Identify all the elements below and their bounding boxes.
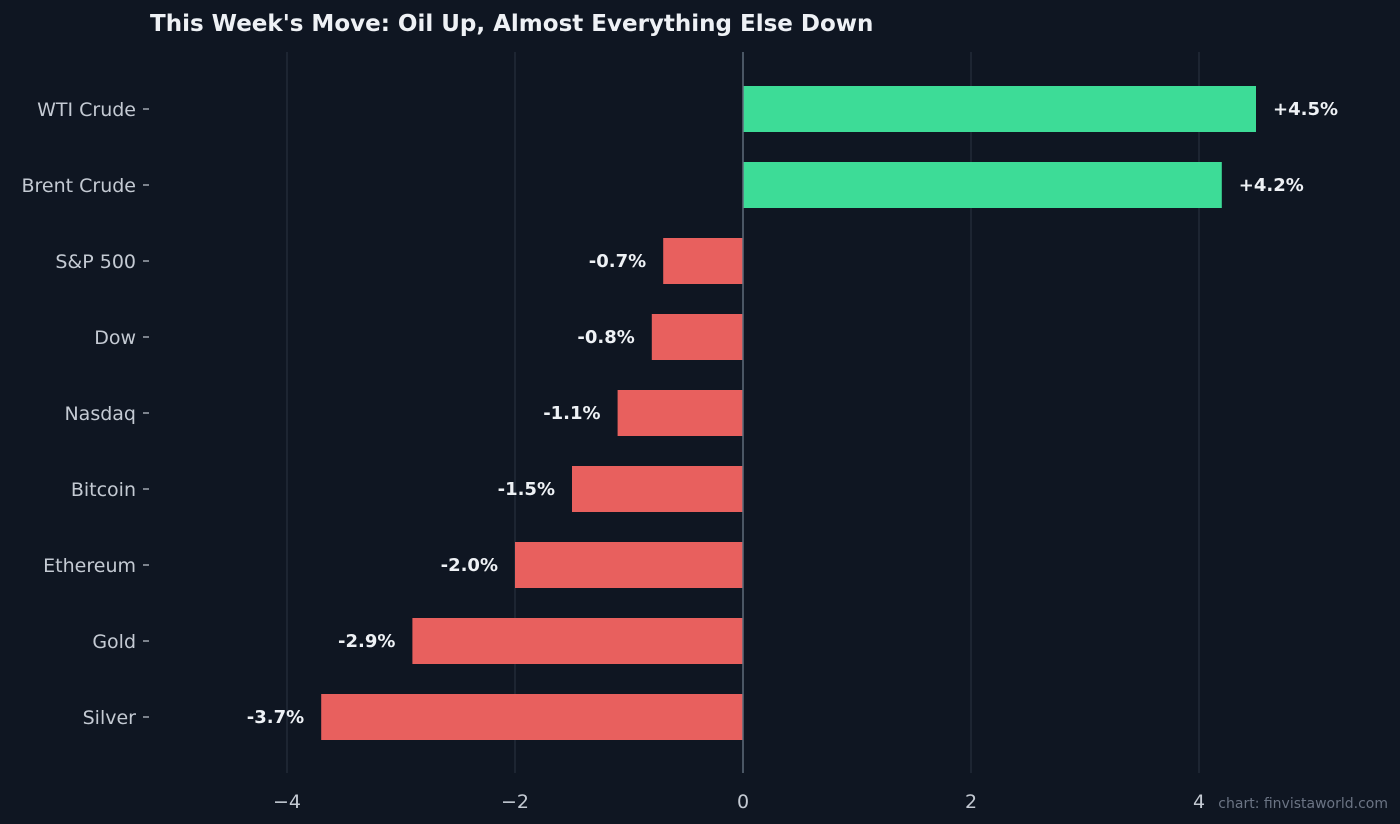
- x-tick-label: −4: [273, 791, 301, 813]
- bar-value-label: -2.0%: [441, 555, 498, 576]
- bar: [412, 618, 743, 664]
- bar-value-label: -2.9%: [338, 631, 395, 652]
- bar-value-label: -1.1%: [543, 403, 600, 424]
- category-label: Ethereum: [43, 555, 136, 577]
- bar-value-label: +4.2%: [1239, 175, 1304, 196]
- bar-value-label: +4.5%: [1273, 99, 1338, 120]
- x-tick-label: 4: [1193, 791, 1205, 813]
- category-label: S&P 500: [55, 251, 136, 273]
- ticks-layer: −4 −2 0 2 4: [273, 52, 1205, 813]
- bar-value-label: -1.5%: [498, 479, 555, 500]
- category-label: WTI Crude: [37, 99, 136, 121]
- bar: [515, 542, 743, 588]
- category-label: Silver: [83, 707, 137, 729]
- bar-value-label: -3.7%: [247, 707, 304, 728]
- labels-layer: +4.5% WTI Crude +4.2% Brent Crude -0.7% S&P 5…: [21, 99, 1338, 729]
- chart-credit: chart: finvistaworld.com: [1218, 796, 1388, 812]
- bar: [651, 314, 743, 360]
- category-label: Nasdaq: [64, 403, 136, 425]
- bar: [663, 238, 743, 284]
- category-label: Gold: [92, 631, 136, 653]
- bar: [743, 162, 1222, 208]
- x-tick-label: −2: [501, 791, 529, 813]
- bars-layer: [321, 86, 1256, 740]
- bar: [321, 694, 743, 740]
- x-tick-label: 0: [737, 791, 749, 813]
- category-label: Dow: [94, 327, 136, 349]
- category-label: Brent Crude: [21, 175, 136, 197]
- bar-value-label: -0.7%: [589, 251, 646, 272]
- bar: [743, 86, 1256, 132]
- category-label: Bitcoin: [71, 479, 136, 501]
- chart-title: This Week's Move: Oil Up, Almost Everyth…: [150, 11, 873, 37]
- bar: [572, 466, 743, 512]
- x-tick-label: 2: [965, 791, 977, 813]
- bar: [617, 390, 743, 436]
- bar-value-label: -0.8%: [577, 327, 634, 348]
